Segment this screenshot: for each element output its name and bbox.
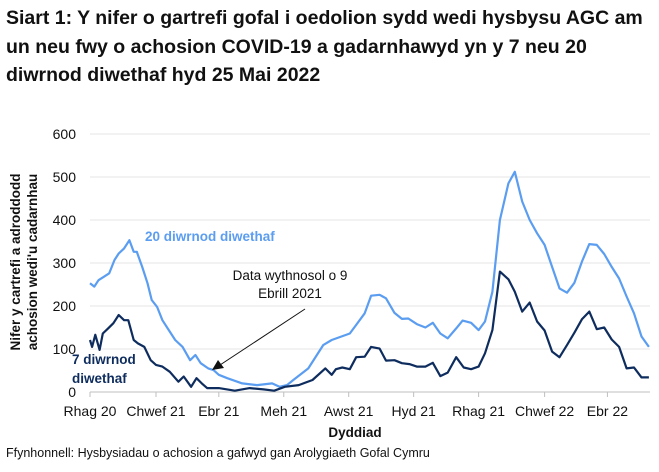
y-tick-label: 600	[53, 126, 77, 142]
chart-title: Siart 1: Y nifer o gartrefi gofal i oedo…	[6, 7, 643, 86]
annotation-arrow	[219, 308, 306, 366]
series-line-7-day	[88, 270, 649, 392]
x-tick-label: Meh 21	[260, 403, 307, 419]
series-line-20-day	[89, 170, 650, 388]
series-label-20-day: 20 diwrnod diwethaf	[145, 229, 275, 244]
series-lines	[88, 170, 650, 392]
annotation-arrowhead	[212, 360, 224, 370]
x-tick-label: Hyd 21	[391, 403, 436, 419]
x-tick-label: Ebr 22	[587, 403, 628, 419]
x-tick-label: Rhag 21	[452, 403, 505, 419]
y-tick-label: 200	[53, 298, 77, 314]
y-axis-title-line2: achosion wedi'u cadarnhau	[25, 174, 40, 351]
x-tick-labels: Rhag 20 Chwef 21 Ebr 21 Meh 21 Awst 21 Hyd 21…	[64, 392, 628, 419]
y-tick-label: 300	[53, 255, 77, 271]
x-tick-label: Awst 21	[324, 403, 374, 419]
x-axis-title: Dyddiad	[328, 425, 381, 440]
x-tick-label: Ebr 21	[198, 403, 239, 419]
series-label-7-day-line1: 7 diwrnod	[72, 352, 136, 367]
y-tick-label: 100	[53, 341, 77, 357]
x-tick-label: Chwef 22	[515, 403, 574, 419]
y-tick-labels: 0 100 200 300 400 500 600	[53, 126, 77, 400]
x-tick-label: Chwef 21	[126, 403, 185, 419]
annotation-line1: Data wythnosol o 9	[233, 268, 348, 283]
series-label-7-day-line2: diwethaf	[72, 371, 127, 386]
y-tick-label: 0	[68, 384, 76, 400]
source-footer: Ffynhonnell: Hysbysiadau o achosion a ga…	[6, 446, 430, 460]
y-axis-title-line1: Nifer y cartrefi a adroddodd	[8, 173, 23, 350]
y-tick-label: 400	[53, 212, 77, 228]
y-tick-label: 500	[53, 169, 77, 185]
annotation-line2: Ebrill 2021	[258, 286, 322, 301]
x-tick-label: Rhag 20	[64, 403, 117, 419]
